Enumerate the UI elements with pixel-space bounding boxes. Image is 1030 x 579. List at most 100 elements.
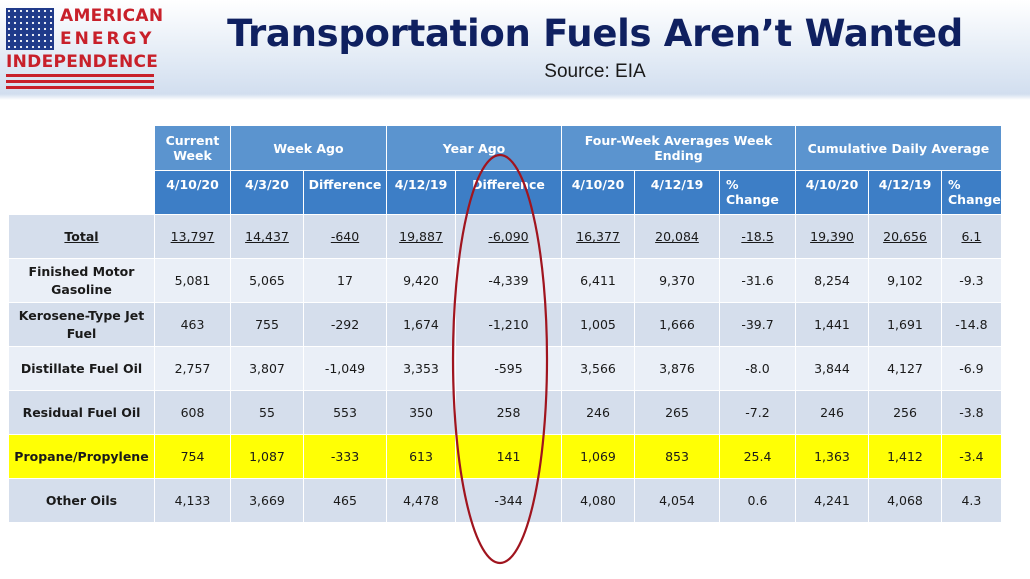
- cell-four-week-change: -8.0: [719, 346, 796, 391]
- cell-four-week-prior: 20,084: [634, 214, 720, 259]
- cell-cumulative-current: 3,844: [795, 346, 869, 391]
- cell-week-ago-difference: 17: [303, 258, 387, 303]
- logo-line-independence: INDEPENDENCE: [6, 52, 159, 72]
- cell-cumulative-current: 1,363: [795, 434, 869, 479]
- cell-four-week-current: 6,411: [561, 258, 635, 303]
- subheader-week-ago-difference: Difference: [303, 170, 387, 215]
- cell-cumulative-prior: 9,102: [868, 258, 942, 303]
- cell-four-week-prior: 3,876: [634, 346, 720, 391]
- cell-year-ago: 1,674: [386, 302, 456, 347]
- cell-week-ago: 3,669: [230, 478, 304, 523]
- logo-line-energy: ENERGY: [60, 29, 155, 49]
- row-label: Propane/Propylene: [8, 434, 155, 479]
- cell-four-week-prior: 265: [634, 390, 720, 435]
- cell-current-week: 4,133: [154, 478, 231, 523]
- table-row: Residual Fuel Oil 608 55 553 350 258 246 265 -7.…: [8, 390, 1002, 435]
- us-flag-icon: [6, 8, 54, 50]
- cell-four-week-current: 1,005: [561, 302, 635, 347]
- row-label: Total: [8, 214, 155, 259]
- subheader-four-week-prior: 4/12/19: [634, 170, 720, 215]
- cell-cumulative-current: 246: [795, 390, 869, 435]
- year-ago-difference-highlight-ellipse: [451, 153, 549, 565]
- subheader-four-week-change: % Change: [719, 170, 796, 215]
- cell-week-ago: 755: [230, 302, 304, 347]
- table-row: Other Oils 4,133 3,669 465 4,478 -344 4,080 4,0…: [8, 478, 1002, 523]
- cell-cumulative-current: 4,241: [795, 478, 869, 523]
- cell-week-ago-difference: -333: [303, 434, 387, 479]
- cell-cumulative-change: -3.8: [941, 390, 1002, 435]
- cell-current-week: 463: [154, 302, 231, 347]
- group-header-row: Current Week Week Ago Year Ago Four-Week…: [8, 125, 1002, 171]
- subheader-cumulative-current: 4/10/20: [795, 170, 869, 215]
- row-label: Kerosene-Type Jet Fuel: [8, 302, 155, 347]
- subheader-cumulative-change: % Change: [941, 170, 1002, 215]
- cell-cumulative-change: -3.4: [941, 434, 1002, 479]
- cell-week-ago-difference: -640: [303, 214, 387, 259]
- cell-cumulative-change: -6.9: [941, 346, 1002, 391]
- cell-current-week: 5,081: [154, 258, 231, 303]
- cell-cumulative-prior: 256: [868, 390, 942, 435]
- cell-cumulative-current: 1,441: [795, 302, 869, 347]
- cell-cumulative-prior: 4,068: [868, 478, 942, 523]
- cell-current-week: 2,757: [154, 346, 231, 391]
- cell-year-ago: 4,478: [386, 478, 456, 523]
- cell-four-week-prior: 9,370: [634, 258, 720, 303]
- table-row: Kerosene-Type Jet Fuel 463 755 -292 1,674 -1,…: [8, 302, 1002, 347]
- cell-week-ago: 1,087: [230, 434, 304, 479]
- header-blank: [8, 125, 155, 171]
- cell-four-week-change: -39.7: [719, 302, 796, 347]
- row-label: Distillate Fuel Oil: [8, 346, 155, 391]
- cell-cumulative-prior: 1,412: [868, 434, 942, 479]
- cell-cumulative-change: 6.1: [941, 214, 1002, 259]
- table-row: Total 13,797 14,437 -640 19,887 -6,090 16,377 2…: [8, 214, 1002, 259]
- cell-four-week-current: 3,566: [561, 346, 635, 391]
- subheader-year-ago-date: 4/12/19: [386, 170, 456, 215]
- cell-cumulative-change: -14.8: [941, 302, 1002, 347]
- cell-year-ago: 3,353: [386, 346, 456, 391]
- cell-cumulative-prior: 1,691: [868, 302, 942, 347]
- cell-year-ago: 350: [386, 390, 456, 435]
- cell-four-week-current: 246: [561, 390, 635, 435]
- cell-four-week-change: -31.6: [719, 258, 796, 303]
- cell-week-ago: 14,437: [230, 214, 304, 259]
- american-energy-independence-logo: AMERICAN ENERGY INDEPENDENCE: [4, 4, 163, 96]
- fuel-demand-table: Current Week Week Ago Year Ago Four-Week…: [8, 125, 1002, 523]
- cell-cumulative-change: 4.3: [941, 478, 1002, 523]
- cell-year-ago: 9,420: [386, 258, 456, 303]
- cell-week-ago-difference: 553: [303, 390, 387, 435]
- cell-year-ago: 613: [386, 434, 456, 479]
- cell-week-ago-difference: 465: [303, 478, 387, 523]
- cell-week-ago: 55: [230, 390, 304, 435]
- table-row: Distillate Fuel Oil 2,757 3,807 -1,049 3,353…: [8, 346, 1002, 391]
- cell-year-ago-difference: -595: [455, 346, 562, 391]
- cell-cumulative-current: 19,390: [795, 214, 869, 259]
- subheader-current-date: 4/10/20: [154, 170, 231, 215]
- cell-four-week-current: 1,069: [561, 434, 635, 479]
- cell-current-week: 13,797: [154, 214, 231, 259]
- cell-four-week-change: -7.2: [719, 390, 796, 435]
- cell-current-week: 608: [154, 390, 231, 435]
- slide-title: Transportation Fuels Aren’t Wanted: [227, 12, 963, 55]
- cell-week-ago: 3,807: [230, 346, 304, 391]
- cell-four-week-change: 25.4: [719, 434, 796, 479]
- logo-stripes: [6, 74, 154, 92]
- cell-year-ago: 19,887: [386, 214, 456, 259]
- cell-four-week-current: 4,080: [561, 478, 635, 523]
- subheader-week-ago-date: 4/3/20: [230, 170, 304, 215]
- cell-four-week-prior: 4,054: [634, 478, 720, 523]
- cell-four-week-change: 0.6: [719, 478, 796, 523]
- table-row: Propane/Propylene 754 1,087 -333 613 141 1,069…: [8, 434, 1002, 479]
- cell-year-ago-difference: -344: [455, 478, 562, 523]
- cell-week-ago-difference: -1,049: [303, 346, 387, 391]
- table-body: Total 13,797 14,437 -640 19,887 -6,090 16,377 2…: [8, 214, 1002, 523]
- cell-cumulative-change: -9.3: [941, 258, 1002, 303]
- cell-cumulative-current: 8,254: [795, 258, 869, 303]
- group-header-current-week: Current Week: [154, 125, 231, 171]
- cell-year-ago-difference: -6,090: [455, 214, 562, 259]
- group-header-year-ago: Year Ago: [386, 125, 562, 171]
- row-label: Finished Motor Gasoline: [8, 258, 155, 303]
- slide-subtitle: Source: EIA: [544, 61, 646, 82]
- logo-line-american: AMERICAN: [60, 6, 164, 26]
- cell-four-week-prior: 1,666: [634, 302, 720, 347]
- subheader-blank: [8, 170, 155, 215]
